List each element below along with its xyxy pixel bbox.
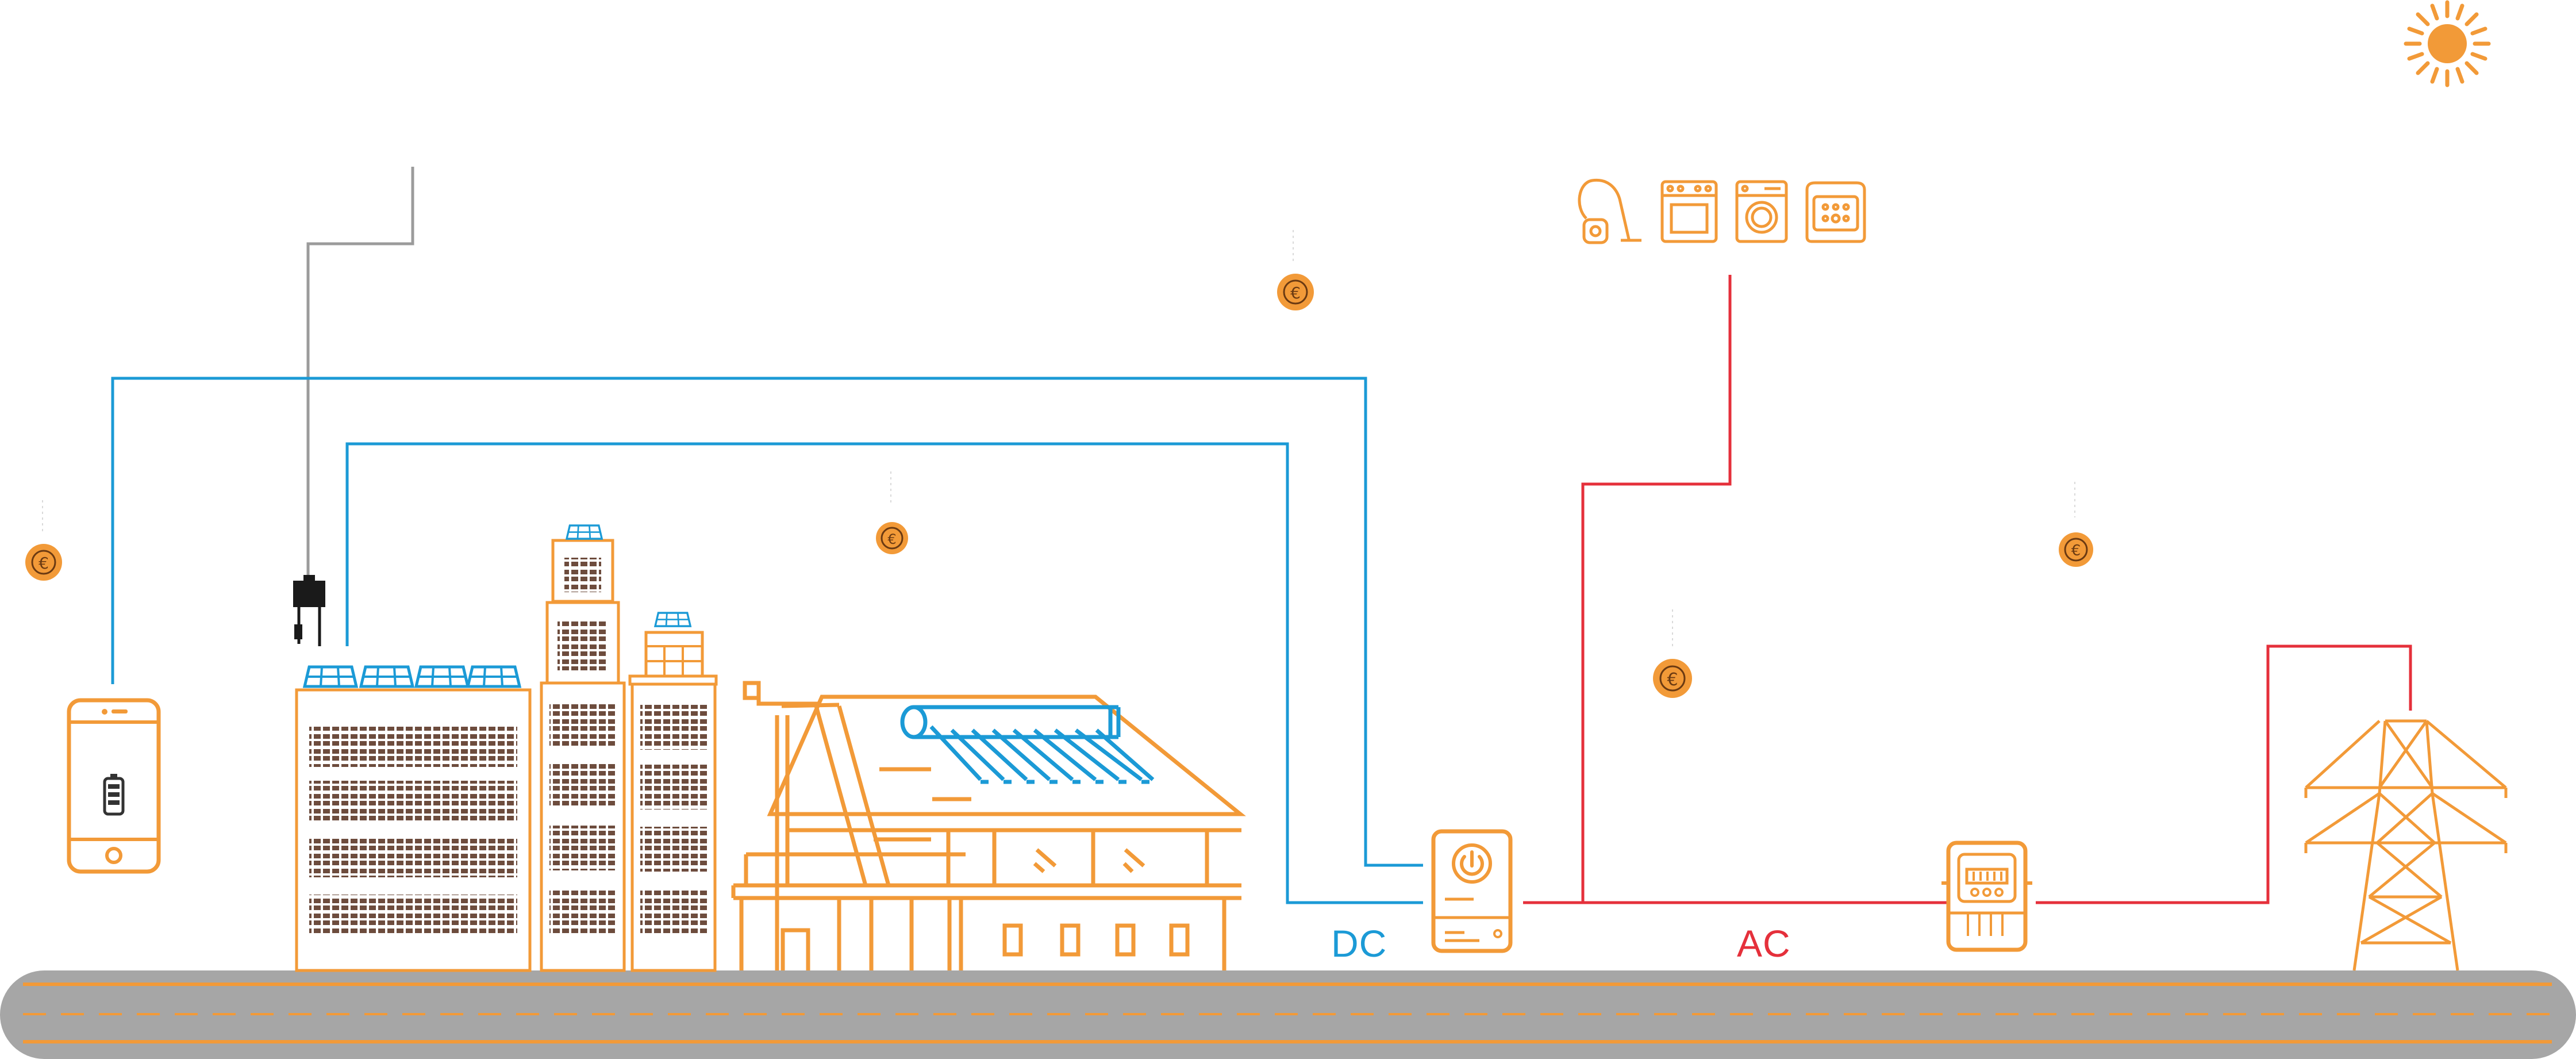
solar-panel-row [305, 667, 520, 686]
grey-data-cable [306, 167, 414, 581]
sun-icon [2404, 0, 2491, 87]
vacuum-cleaner-icon [1578, 178, 1641, 244]
inverter-icon [1431, 829, 1513, 953]
euro-coin-icon: € [2059, 482, 2093, 567]
dc-wire-inner [345, 442, 1423, 904]
oven-icon [1660, 180, 1718, 243]
road [0, 970, 2576, 1059]
ac-label: AC [1737, 922, 1791, 965]
coin-symbol: € [887, 531, 896, 547]
bread-maker-icon [1805, 181, 1866, 243]
euro-coin-icon: € [1653, 609, 1692, 698]
dc-label: DC [1331, 922, 1387, 965]
microinverter-icon [293, 575, 325, 646]
house-with-solar-thermal [731, 681, 1246, 970]
tower-building-tall [540, 524, 626, 972]
ac-wire-grid [1523, 644, 2412, 904]
power-pylon-icon [2304, 719, 2508, 971]
smartphone-icon [67, 698, 161, 874]
office-building-large [295, 667, 532, 972]
washing-machine-icon [1735, 180, 1788, 243]
ac-wire-appliances [1581, 275, 1732, 903]
coin-symbol: € [2071, 542, 2081, 559]
coin-symbol: € [1667, 670, 1678, 690]
coin-symbol: € [1290, 283, 1301, 302]
coin-symbol: € [39, 554, 49, 573]
euro-coin-icon: € [876, 471, 908, 554]
euro-coin-icon: € [25, 500, 62, 581]
tower-building-medium [628, 612, 718, 972]
solar-water-heater-icon [900, 705, 1155, 784]
dc-wire-outer [111, 377, 1423, 867]
euro-coin-icon: € [1277, 230, 1314, 310]
electricity-meter-icon [1941, 841, 2032, 952]
battery-icon [103, 774, 125, 816]
